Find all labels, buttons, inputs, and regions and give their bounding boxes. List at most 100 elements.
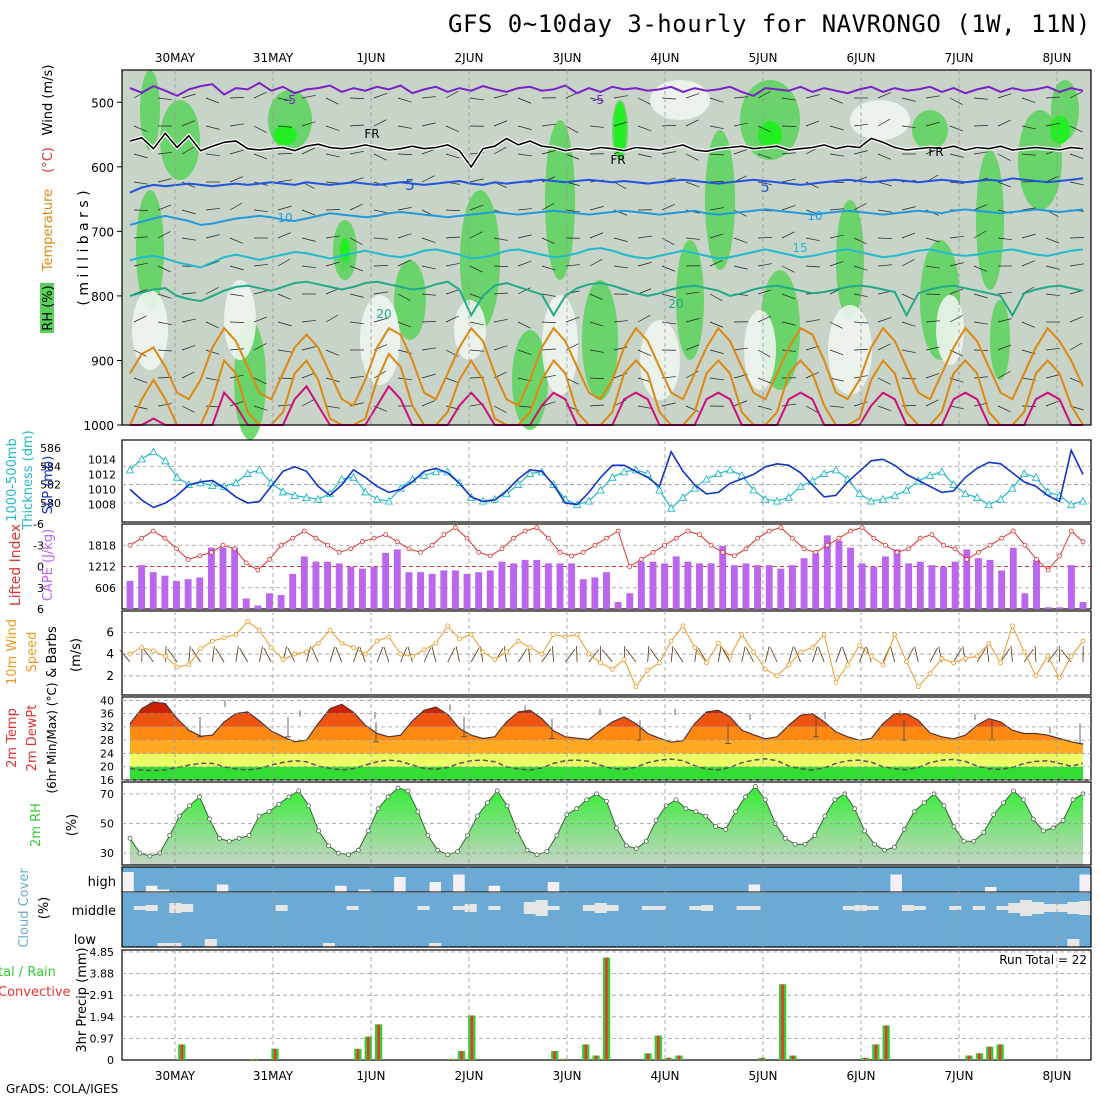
- low-cloud-gap: [1067, 939, 1080, 947]
- thickness-point: [313, 494, 323, 503]
- upper-wind-barb: [661, 237, 675, 246]
- thickness-point: [384, 496, 394, 505]
- upper-wind-barb: [541, 176, 556, 183]
- rh-point: [941, 803, 947, 809]
- rh-point: [921, 800, 927, 806]
- thickness-point: [290, 491, 299, 499]
- upper-wind-barb: [349, 97, 364, 100]
- rh-point: [415, 809, 421, 815]
- rh-point: [951, 824, 957, 829]
- upper-wind-barb: [277, 179, 292, 183]
- upper-wind-barb: [133, 236, 148, 239]
- mid-cloud-gap: [488, 906, 501, 910]
- lifted-index-point: [824, 542, 830, 548]
- surface-wind-barb: [503, 646, 507, 663]
- upper-wind-barb: [709, 207, 724, 211]
- upper-wind-barb: [685, 344, 700, 351]
- high-cloud-bar: [452, 867, 465, 875]
- high-cloud-bar: [760, 867, 773, 892]
- pressure-axis-label: ( m i l l i b a r s ): [76, 190, 92, 305]
- cloud-axis-label: Cloud Cover: [17, 868, 32, 948]
- isotherm-label: 10: [807, 209, 822, 223]
- cape-bar: [498, 561, 506, 609]
- cape-bar: [300, 556, 308, 609]
- high-cloud-bar: [677, 867, 690, 892]
- upper-wind-barb: [589, 321, 604, 327]
- lifted-index-point: [371, 535, 377, 541]
- lifted-index-point: [813, 549, 819, 555]
- upper-wind-barb: [373, 92, 388, 99]
- upper-wind-barb: [133, 349, 147, 357]
- cape-tick: 1212: [88, 561, 116, 574]
- upper-wind-barb: [517, 125, 532, 130]
- rh-green-area: [136, 190, 164, 310]
- upper-wind-barb: [1021, 125, 1036, 130]
- rh-point: [494, 788, 500, 794]
- rh-point: [266, 809, 272, 815]
- upper-wind-barb: [397, 206, 412, 211]
- upper-wind-barb: [157, 293, 172, 299]
- wind-speed-point: [421, 647, 427, 653]
- upper-wind-barb: [973, 376, 988, 379]
- surface-wind-barb: [359, 646, 366, 663]
- upper-wind-barb: [517, 321, 531, 329]
- lifted-index-point: [848, 528, 853, 534]
- surface-wind-barb: [447, 647, 456, 663]
- high-cloud-bar: [370, 867, 383, 892]
- upper-wind-barb: [157, 178, 172, 183]
- upper-wind-barb: [877, 181, 892, 187]
- cape-bar: [463, 573, 471, 609]
- upper-wind-barb: [757, 181, 772, 186]
- cape-bar: [870, 566, 878, 609]
- mid-cloud-gap: [464, 904, 477, 912]
- upper-wind-barb: [661, 265, 676, 272]
- upper-wind-barb: [997, 119, 1011, 127]
- rh-point: [862, 828, 868, 834]
- rh-point: [177, 813, 183, 819]
- wind-speed-point: [598, 660, 604, 666]
- mid-cloud-gap: [594, 903, 607, 913]
- upper-wind-barb: [565, 316, 580, 323]
- temp-band: [122, 687, 1091, 700]
- upper-wind-barb: [277, 232, 292, 239]
- upper-wind-barb: [877, 153, 892, 160]
- upper-wind-barb: [637, 97, 651, 105]
- upper-wind-barb: [493, 318, 508, 323]
- surface-wind-barb: [859, 647, 866, 663]
- rh-bright-area: [614, 102, 626, 158]
- rh-point: [753, 784, 758, 789]
- precip-convective-bar: [884, 1025, 888, 1060]
- high-cloud-bar: [890, 867, 903, 875]
- mid-cloud-gap: [901, 905, 915, 911]
- thickness-point: [431, 467, 441, 476]
- upper-wind-barb: [661, 203, 675, 211]
- rh-point: [574, 806, 580, 812]
- wind-axis-label: Wind (m/s): [41, 65, 56, 136]
- upper-wind-barb: [613, 237, 628, 242]
- high-cloud-bar: [1055, 867, 1068, 892]
- upper-wind-barb: [277, 205, 292, 211]
- lifted-index-point: [301, 528, 307, 534]
- cape-bar: [986, 559, 994, 609]
- wind-speed-point: [715, 640, 721, 646]
- upper-wind-barb: [1021, 321, 1036, 328]
- upper-wind-barb: [205, 287, 219, 295]
- wind-speed-point: [833, 679, 839, 685]
- surface-wind-barb: [376, 646, 384, 663]
- wind-speed-point: [445, 623, 451, 629]
- mid-cloud-bg: [122, 893, 1091, 947]
- rh-point: [236, 835, 242, 841]
- upper-wind-barb: [205, 349, 220, 355]
- rh-unit-label: (%): [65, 814, 80, 837]
- mid-cloud-gap: [1079, 901, 1092, 915]
- upper-wind-barb: [685, 318, 700, 323]
- surface-wind-barb: [329, 646, 336, 663]
- upper-wind-barb: [541, 321, 556, 324]
- thickness-point: [972, 492, 982, 501]
- upper-wind-barb: [781, 349, 796, 352]
- upper-wind-barb: [277, 349, 292, 353]
- slp-tick: 1010: [88, 483, 116, 496]
- cape-bar: [823, 535, 831, 609]
- surface-wind-barb: [143, 649, 154, 663]
- upper-wind-barb: [1045, 175, 1059, 183]
